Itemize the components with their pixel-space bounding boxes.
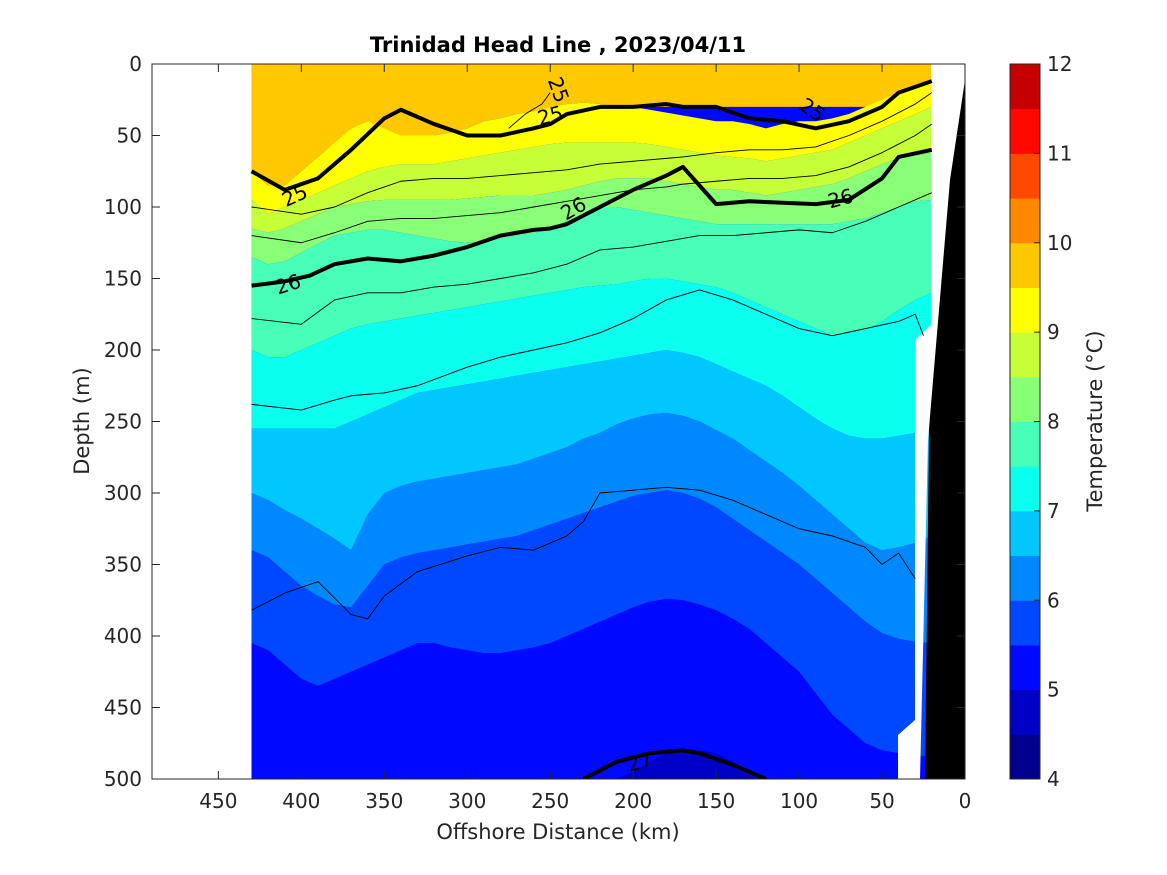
colorbar-swatch	[1010, 332, 1040, 378]
colorbar-swatch	[1010, 600, 1040, 646]
density-contour-lines	[250, 79, 933, 779]
colorbar-label: Temperature (°C)	[1083, 330, 1107, 512]
colorbar-swatch	[1010, 64, 1040, 110]
colorbar-swatch	[1010, 376, 1040, 422]
contour-line-major	[582, 748, 767, 779]
x-tick-label: 150	[697, 789, 735, 813]
temperature-band	[251, 64, 932, 186]
x-tick-label: 100	[780, 789, 818, 813]
y-axis-ticks: 0 50 100 150 200 250 300 350 400 450 500	[104, 52, 965, 791]
x-tick-label: 450	[199, 789, 237, 813]
colorbar-tick-label: 5	[1047, 678, 1060, 702]
y-tick-label: 200	[104, 338, 142, 362]
y-tick-label: 0	[129, 52, 142, 76]
x-tick-label: 400	[282, 789, 320, 813]
colorbar-tick-label: 6	[1047, 588, 1060, 612]
colorbar-tick-label: 8	[1047, 410, 1060, 434]
x-tick-label: 350	[365, 789, 403, 813]
nodata-nearshore-gap	[898, 64, 965, 779]
colorbar-tick-label: 12	[1047, 52, 1072, 76]
temperature-band	[251, 278, 932, 439]
colorbar-swatch	[1010, 198, 1040, 244]
y-tick-label: 100	[104, 195, 142, 219]
contour-line-minor	[508, 92, 551, 129]
y-tick-label: 450	[104, 696, 142, 720]
temperature-band	[251, 106, 932, 233]
contour-line-minor	[251, 486, 916, 620]
y-tick-label: 350	[104, 553, 142, 577]
contour-line-minor	[251, 192, 932, 325]
temperature-band	[251, 350, 932, 551]
contour-line-major	[250, 79, 933, 192]
y-tick-label: 50	[117, 124, 142, 148]
contour-line-minor	[251, 123, 933, 244]
x-tick-label: 300	[448, 789, 486, 813]
temperature-band	[251, 598, 932, 779]
x-axis-label: Offshore Distance (km)	[436, 820, 679, 844]
colorbar-swatch	[1010, 555, 1040, 601]
colorbar-tick-label: 11	[1047, 141, 1072, 165]
y-tick-label: 250	[104, 410, 142, 434]
colorbar-tick-label: 7	[1047, 499, 1060, 523]
chart-title: Trinidad Head Line , 2023/04/11	[370, 33, 746, 57]
colorbar-tick-label: 9	[1047, 320, 1060, 344]
colorbar	[1010, 64, 1040, 780]
colorbar-swatch	[1010, 421, 1040, 467]
x-tick-label: 250	[531, 789, 569, 813]
contour-line-major	[251, 147, 933, 288]
y-tick-label: 150	[104, 267, 142, 291]
temperature-band	[251, 412, 932, 644]
colorbar-swatch	[1010, 108, 1040, 154]
colorbar-ticks: 4 5 6 7 8 9 10 11 12	[1034, 52, 1072, 791]
y-axis-label: Depth (m)	[70, 367, 94, 474]
colorbar-swatch	[1010, 644, 1040, 691]
colorbar-swatch	[1010, 510, 1040, 557]
x-tick-label: 200	[614, 789, 652, 813]
x-axis-ticks: 450 400 350 300 250 200 150 100 50 0	[199, 64, 971, 813]
temperature-band	[251, 490, 932, 758]
temperature-bands	[251, 64, 932, 779]
colorbar-swatch	[1010, 734, 1040, 780]
colorbar-swatch	[1010, 466, 1040, 512]
temperature-band	[251, 199, 932, 358]
x-tick-label: 50	[869, 789, 894, 813]
x-tick-label: 0	[959, 789, 972, 813]
contour-line-minor	[251, 92, 933, 215]
colorbar-swatch	[1010, 242, 1040, 288]
colorbar-swatch	[1010, 153, 1040, 199]
colorbar-swatch	[1010, 287, 1040, 333]
colorbar-tick-label: 4	[1047, 767, 1060, 791]
y-tick-label: 300	[104, 481, 142, 505]
colorbar-swatch	[1010, 689, 1040, 735]
temperature-band	[251, 152, 932, 265]
contour-line-minor	[251, 289, 924, 411]
y-tick-label: 400	[104, 624, 142, 648]
y-tick-label: 500	[104, 767, 142, 791]
colorbar-tick-label: 10	[1047, 231, 1072, 255]
seafloor-bathymetry	[925, 64, 965, 779]
